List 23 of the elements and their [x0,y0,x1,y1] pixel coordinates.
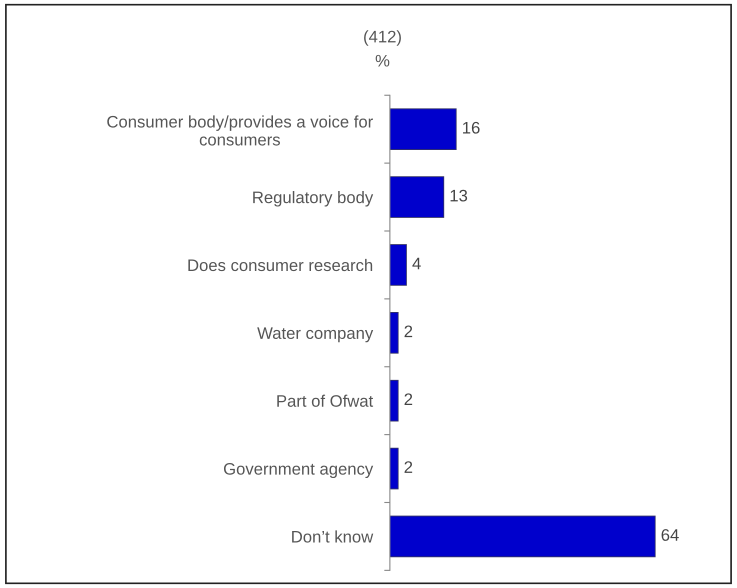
data-label: 64 [662,529,679,541]
y-tick-label: Regulatory body [253,191,374,207]
bar [390,448,399,490]
y-tick-label: Part of Ofwat [277,394,374,407]
y-tick-label: Does consumer research [188,258,372,272]
bar [390,244,407,286]
data-label: 16 [463,122,480,134]
chart-subtitle: % [376,54,390,67]
data-label: 4 [412,258,421,270]
data-label: 13 [450,190,468,202]
y-tick-label: Government agency [224,462,374,478]
bar [390,516,656,558]
data-label: 2 [404,393,412,405]
data-label: 2 [404,461,412,473]
bar [390,108,457,150]
data-label: 2 [404,325,412,338]
chart-title: (412) [364,30,401,46]
y-tick-label: Don’t know [292,530,374,543]
bar [390,312,399,354]
y-tick-label: Water company [257,327,374,342]
bar [390,380,399,422]
bar [390,176,444,218]
y-tick-label: Consumer body/provides a voice for consumers [107,115,373,146]
